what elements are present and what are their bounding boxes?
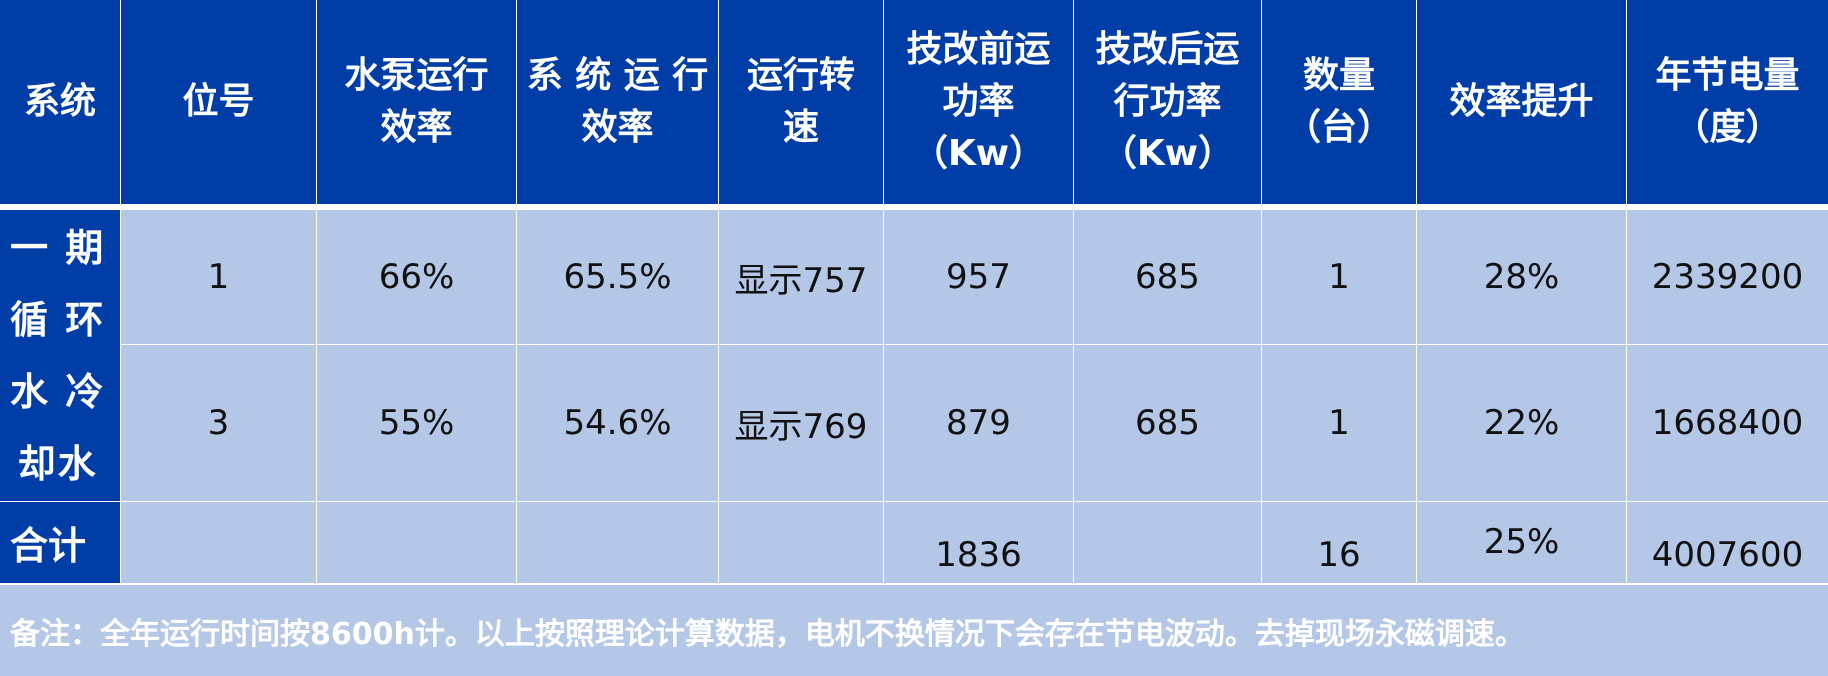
total-cell: 1836: [884, 502, 1073, 583]
header-cell: 水泵运行 效率: [317, 0, 516, 204]
table-cell: 显示769: [719, 345, 883, 501]
table-cell: 1: [1262, 345, 1416, 501]
table-cell: 2339200: [1627, 210, 1828, 344]
header-cell: 数量 （台）: [1262, 0, 1416, 204]
total-cell: [121, 502, 316, 583]
table-cell: 55%: [317, 345, 516, 501]
header-cell: 位号: [121, 0, 316, 204]
note-text: 备注：全年运行时间按8600h计。以上按照理论计算数据，电机不换情况下会存在节电…: [0, 585, 1828, 676]
system-label-cell: 一 期 循 环 水 冷 却水: [0, 210, 120, 501]
total-cell: 25%: [1417, 502, 1626, 583]
table-cell: 3: [121, 345, 316, 501]
table-cell: 28%: [1417, 210, 1626, 344]
header-cell: 效率提升: [1417, 0, 1626, 204]
header-cell: 技改前运 功率 （Kw）: [884, 0, 1073, 204]
header-cell: 系统: [0, 0, 120, 204]
table-cell: 65.5%: [517, 210, 718, 344]
total-cell: [317, 502, 516, 583]
table-cell: 54.6%: [517, 345, 718, 501]
table-cell: 1: [1262, 210, 1416, 344]
header-cell: 技改后运 行功率 （Kw）: [1074, 0, 1261, 204]
table-cell: 685: [1074, 210, 1261, 344]
table-cell: 22%: [1417, 345, 1626, 501]
header-cell: 系 统 运 行 效率: [517, 0, 718, 204]
total-cell: [1074, 502, 1261, 583]
table-cell: 1: [121, 210, 316, 344]
table-cell: 685: [1074, 345, 1261, 501]
table-cell: 879: [884, 345, 1073, 501]
total-label-cell: 合计: [0, 502, 120, 583]
header-cell: 年节电量 （度）: [1627, 0, 1828, 204]
table-cell: 957: [884, 210, 1073, 344]
total-cell: [719, 502, 883, 583]
table-cell: 66%: [317, 210, 516, 344]
total-cell: [517, 502, 718, 583]
table-cell: 1668400: [1627, 345, 1828, 501]
total-cell: 4007600: [1627, 502, 1828, 583]
table-cell: 显示757: [719, 210, 883, 344]
header-cell: 运行转 速: [719, 0, 883, 204]
total-cell: 16: [1262, 502, 1416, 583]
